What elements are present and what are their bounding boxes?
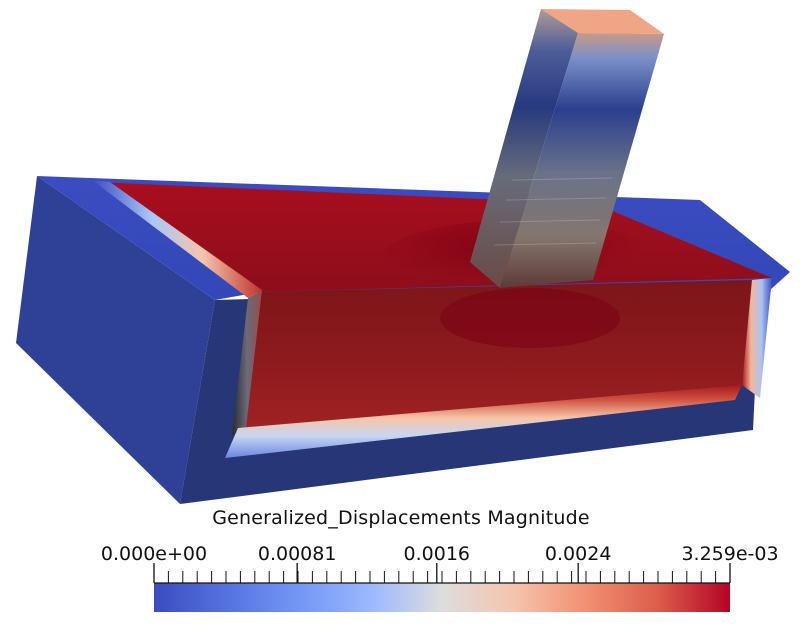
max-displacement-spot [440,288,620,348]
colorbar-tick-label: 3.259e-03 [681,543,779,565]
inner-bottom-edge-band [225,385,742,458]
inner-right-edge-band [742,278,772,398]
box-outer-left-face [16,176,215,504]
colorbar-tick-label: 0.0024 [544,543,612,565]
colorbar-major-ticks [153,563,731,583]
colorbar-tick-label: 0.00081 [257,543,337,565]
colorbar-gradient [154,583,730,612]
colorbar-title: Generalized_Displacements Magnitude [212,507,590,529]
inner-left-edge-band [92,180,262,298]
box-inner-back-wall [238,280,752,428]
colorbar-minor-ticks [153,571,731,583]
colorbar-tick-label: 0.0016 [403,543,471,565]
column-front-face [470,9,578,288]
column-right-face [500,33,664,288]
column-top-face [541,9,664,34]
inner-left-wall [232,290,262,436]
colorbar-tick-label: 0.000e+00 [100,543,208,565]
